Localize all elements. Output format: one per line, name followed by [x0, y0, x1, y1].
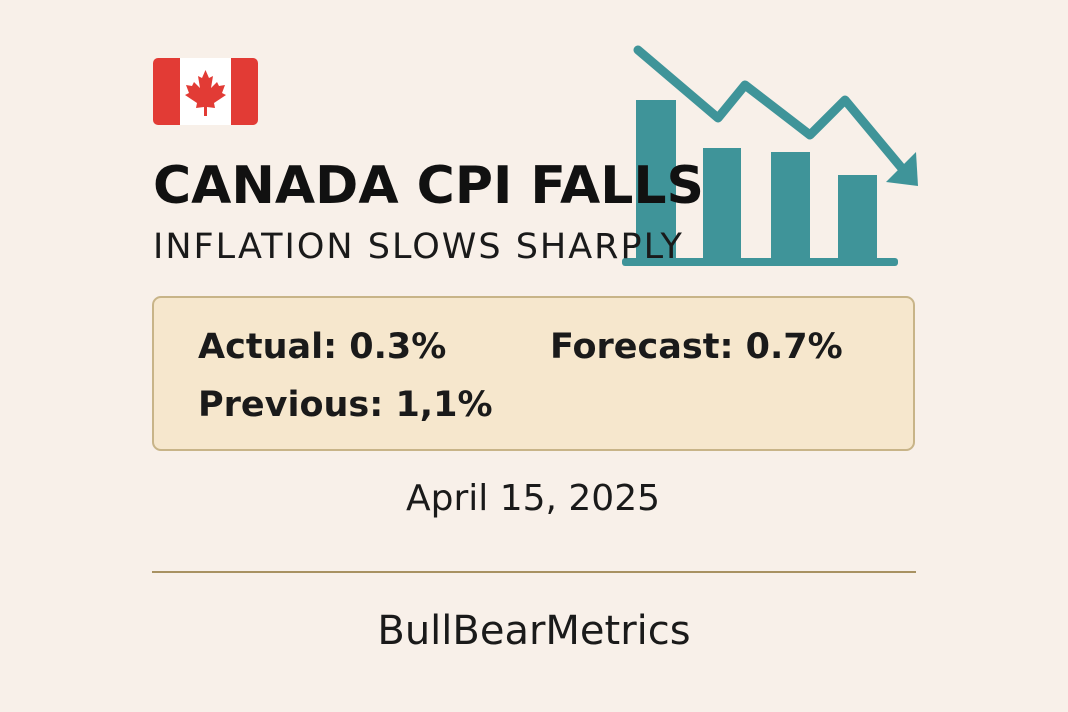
- stat-forecast: Forecast: 0.7%: [550, 327, 843, 367]
- maple-leaf: [185, 70, 226, 116]
- subtitle: INFLATION SLOWS SHARPLY: [153, 227, 684, 267]
- brand: BullBearMetrics: [377, 608, 690, 654]
- icon-baseline: [622, 258, 898, 266]
- stat-previous: Previous: 1,1%: [198, 385, 493, 425]
- stats-box: [152, 296, 915, 451]
- icon-bar: [703, 148, 741, 262]
- chart-icon: [622, 45, 918, 266]
- icon-bar: [636, 100, 676, 262]
- icon-bar: [771, 152, 810, 262]
- date: April 15, 2025: [406, 478, 660, 519]
- icon-arrowhead: [886, 152, 918, 186]
- icon-bar: [838, 175, 877, 262]
- flag: [153, 58, 258, 125]
- stat-actual: Actual: 0.3%: [198, 327, 446, 367]
- icon-trend-line: [633, 45, 910, 177]
- title: CANADA CPI FALLS: [153, 156, 704, 216]
